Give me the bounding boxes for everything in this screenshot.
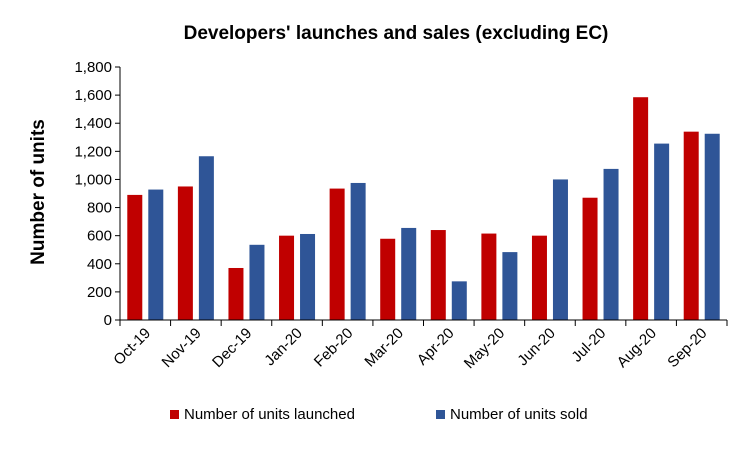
y-tick-label: 1,400: [74, 115, 112, 132]
legend-label: Number of units launched: [184, 406, 355, 423]
bar-sold-feb-20: [350, 182, 366, 320]
bar-sold-mar-20: [401, 227, 417, 320]
chart-title: Developers' launches and sales (excludin…: [184, 23, 609, 44]
x-tick-label: May-20: [461, 325, 508, 372]
bar-sold-apr-20: [451, 281, 467, 320]
x-tick-label: Apr-20: [414, 325, 458, 369]
bar-sold-oct-19: [148, 189, 164, 320]
bar-launched-dec-19: [228, 267, 244, 320]
x-tick-label: Mar-20: [361, 325, 407, 371]
bar-launched-apr-20: [430, 230, 446, 320]
x-tick-label: Sep-20: [664, 325, 710, 371]
y-tick-label: 1,800: [74, 59, 112, 76]
legend-swatch: [436, 410, 445, 419]
y-tick-label: 1,200: [74, 143, 112, 160]
bar-launched-aug-20: [633, 97, 649, 320]
y-tick-label: 1,000: [74, 171, 112, 188]
y-tick-label: 600: [87, 228, 112, 245]
bar-sold-may-20: [502, 252, 518, 320]
legend: Number of units launched Number of units …: [170, 406, 588, 423]
x-tick-label: Jun-20: [514, 325, 558, 369]
y-axis-label: Number of units: [28, 119, 49, 265]
y-tick-label: 400: [87, 256, 112, 273]
bar-launched-oct-19: [127, 194, 143, 320]
x-tick-label: Dec-19: [209, 325, 255, 371]
x-tick-label: Aug-20: [614, 325, 660, 371]
bar-sold-jun-20: [552, 179, 568, 320]
x-tick-label: Nov-19: [159, 325, 205, 371]
legend-label: Number of units sold: [450, 406, 588, 423]
bar-sold-sep-20: [704, 133, 720, 320]
legend-item-launched: Number of units launched: [170, 406, 355, 423]
x-tick-labels: Oct-19 Nov-19 Dec-19 Jan-20 Feb-20 Mar-20 Apr-…: [110, 325, 710, 372]
y-tick-label: 0: [104, 312, 112, 329]
legend-item-sold: Number of units sold: [436, 406, 588, 423]
bar-launched-nov-19: [177, 186, 193, 320]
bar-sold-nov-19: [198, 156, 214, 320]
bars-group: [127, 97, 720, 320]
y-tick-labels: 0 200 400 600 800 1,000 1,200 1,400 1,600 1,800: [74, 59, 112, 329]
x-tick-label: Oct-19: [110, 325, 154, 369]
bar-launched-sep-20: [683, 131, 699, 320]
bar-launched-jan-20: [279, 235, 295, 320]
bar-sold-dec-19: [249, 244, 265, 320]
bar-launched-jun-20: [531, 235, 547, 320]
y-tick-label: 200: [87, 284, 112, 301]
bar-sold-jan-20: [300, 233, 316, 320]
y-tick-label: 800: [87, 200, 112, 217]
legend-swatch: [170, 410, 179, 419]
bar-launched-may-20: [481, 233, 497, 320]
bar-launched-jul-20: [582, 197, 598, 320]
x-tick-label: Feb-20: [311, 325, 357, 371]
y-tick-label: 1,600: [74, 87, 112, 104]
bar-sold-jul-20: [603, 168, 619, 320]
bar-launched-feb-20: [329, 188, 345, 320]
axes-group: [115, 66, 728, 326]
x-tick-label: Jul-20: [568, 325, 609, 366]
x-tick-label: Jan-20: [261, 325, 305, 369]
bar-sold-aug-20: [654, 143, 670, 320]
bar-launched-mar-20: [380, 238, 396, 320]
